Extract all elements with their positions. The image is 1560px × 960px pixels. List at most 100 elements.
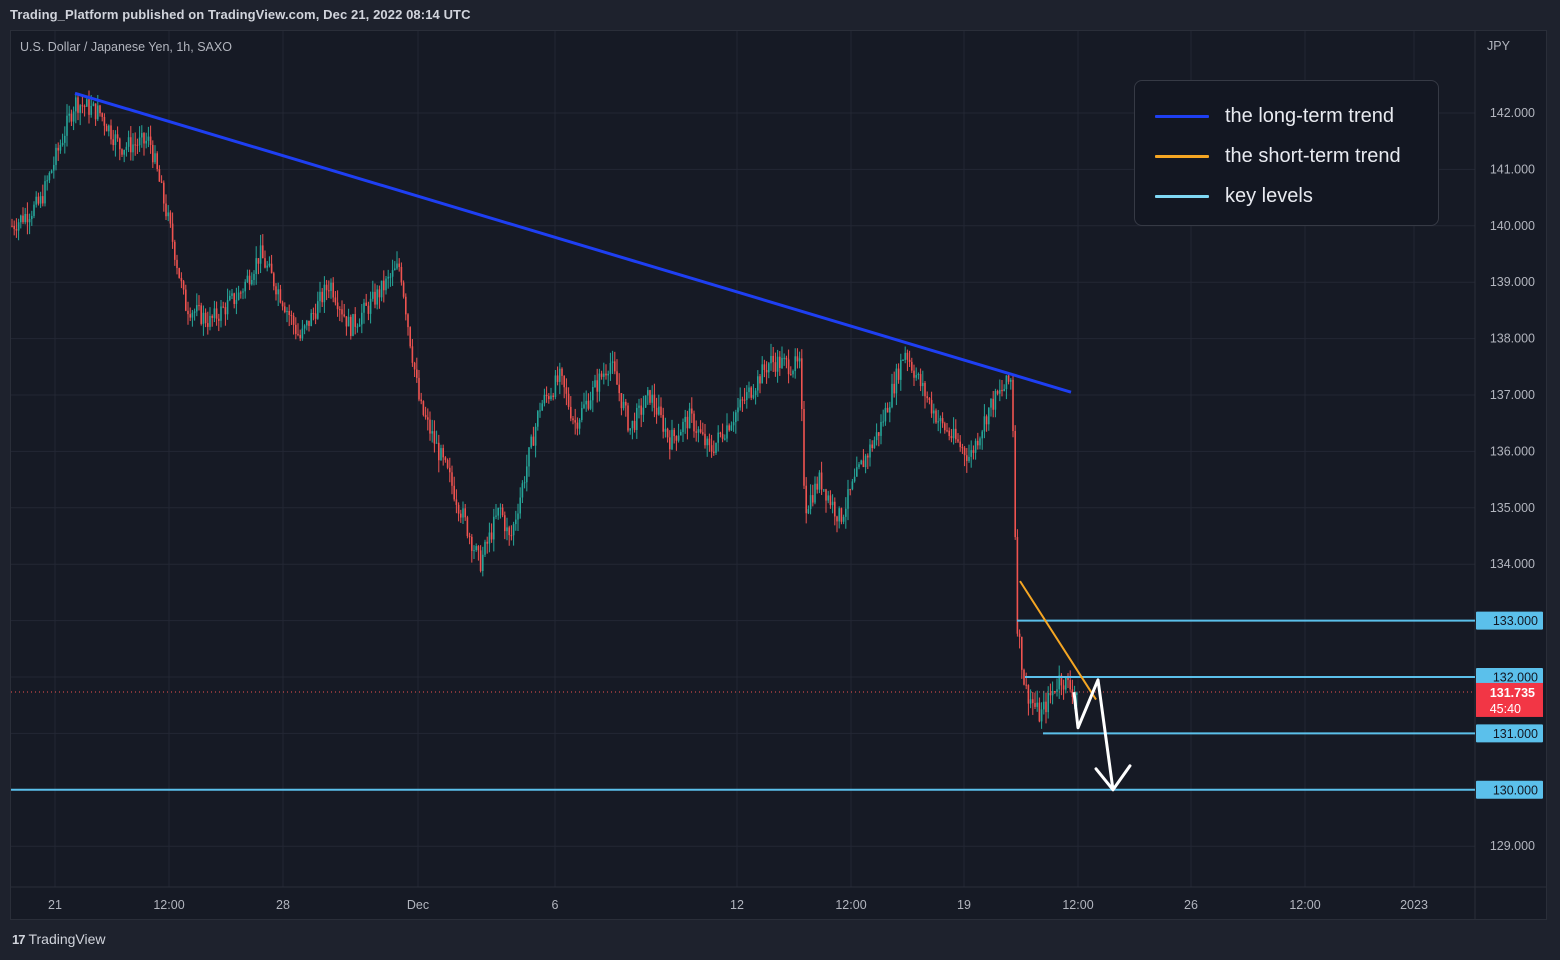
candle-body	[794, 356, 796, 372]
candle-body	[235, 299, 238, 304]
candle-body	[515, 519, 517, 525]
candle-body	[147, 136, 150, 141]
candle-body	[185, 289, 187, 311]
candle-body	[416, 369, 418, 378]
candle-body	[259, 245, 262, 264]
candle-body	[303, 325, 306, 329]
footer[interactable]: 17 TradingView	[12, 931, 106, 947]
candle-body	[963, 447, 966, 456]
candle-body	[675, 436, 678, 441]
candle-body	[134, 144, 136, 146]
y-tick-label: 135.000	[1490, 501, 1535, 515]
candle-body	[112, 139, 114, 146]
candle-body	[358, 324, 361, 327]
candle-body	[279, 289, 282, 303]
candle-body	[867, 455, 869, 458]
candle-body	[1032, 699, 1034, 704]
candle-body	[853, 476, 856, 482]
candle-body	[715, 442, 717, 453]
candle-body	[352, 314, 354, 336]
candle-body	[561, 368, 563, 376]
candle-body	[171, 223, 174, 242]
candle-body	[420, 399, 422, 402]
candle-body	[1034, 703, 1036, 707]
candle-body	[702, 432, 704, 434]
candle-body	[154, 153, 156, 163]
legend-item-long-term: the long-term trend	[1155, 101, 1394, 131]
candle-body	[534, 426, 537, 446]
candle-body	[952, 428, 955, 439]
candle-body	[682, 421, 684, 432]
candle-body	[277, 289, 279, 295]
candle-body	[983, 416, 986, 432]
candle-body	[631, 420, 634, 429]
candle-body	[167, 212, 169, 217]
candle-body	[581, 408, 583, 420]
candle-body	[374, 291, 376, 305]
candle-body	[251, 279, 253, 285]
candle-body	[449, 467, 451, 473]
candle-body	[1054, 691, 1056, 693]
candle-body	[321, 291, 323, 303]
candle-body	[380, 280, 383, 298]
candle-body	[1047, 692, 1049, 713]
candle-body	[948, 430, 950, 437]
key-level-price-text: 130.000	[1493, 783, 1538, 797]
candle-body	[770, 355, 772, 364]
candle-body	[156, 153, 158, 170]
candle-body	[552, 395, 554, 398]
candle-body	[895, 368, 898, 394]
candle-body	[559, 368, 561, 382]
candle-body	[583, 404, 585, 409]
candle-body	[785, 357, 788, 360]
candle-body	[882, 421, 884, 423]
candle-body	[726, 425, 728, 439]
candle-body	[196, 305, 198, 312]
candle-body	[1003, 389, 1005, 392]
candle-body	[911, 361, 913, 371]
candle-body	[385, 278, 387, 291]
candle-body	[475, 546, 477, 551]
candle-body	[620, 393, 623, 409]
candle-body	[103, 116, 106, 126]
candle-body	[429, 419, 431, 434]
candle-body	[864, 455, 867, 468]
candle-body	[1005, 375, 1008, 390]
candle-body	[607, 373, 609, 376]
candle-body	[842, 516, 845, 522]
candle-body	[484, 541, 486, 555]
candle-body	[345, 316, 348, 327]
candle-body	[174, 241, 176, 260]
candle-body	[202, 312, 205, 324]
candle-body	[229, 295, 231, 301]
candle-body	[341, 309, 343, 315]
candle-body	[378, 289, 381, 298]
candle-body	[343, 314, 345, 317]
candle-body	[253, 273, 255, 280]
candle-body	[523, 482, 526, 484]
candle-body	[361, 312, 363, 325]
candle-body	[189, 314, 191, 318]
candle-body	[609, 362, 612, 374]
candle-body	[418, 377, 420, 400]
candle-body	[1023, 669, 1025, 685]
long-term-trend-line	[74, 91, 1072, 394]
y-tick-label: 137.000	[1490, 388, 1535, 402]
candle-body	[556, 375, 559, 382]
candle-body	[680, 431, 682, 436]
candle-body	[1014, 431, 1016, 538]
candle-body	[473, 550, 475, 552]
candle-body	[732, 422, 735, 426]
candle-body	[594, 380, 596, 387]
candle-body	[438, 442, 440, 461]
legend-label-short-term: the short-term trend	[1225, 144, 1401, 167]
candle-body	[627, 405, 629, 431]
candle-body	[391, 270, 394, 277]
candle-body	[369, 298, 372, 314]
candle-body	[55, 147, 57, 165]
candle-body	[856, 467, 858, 477]
candle-body	[752, 394, 755, 398]
currency-label: JPY	[1487, 39, 1510, 53]
candle-body	[851, 481, 854, 490]
